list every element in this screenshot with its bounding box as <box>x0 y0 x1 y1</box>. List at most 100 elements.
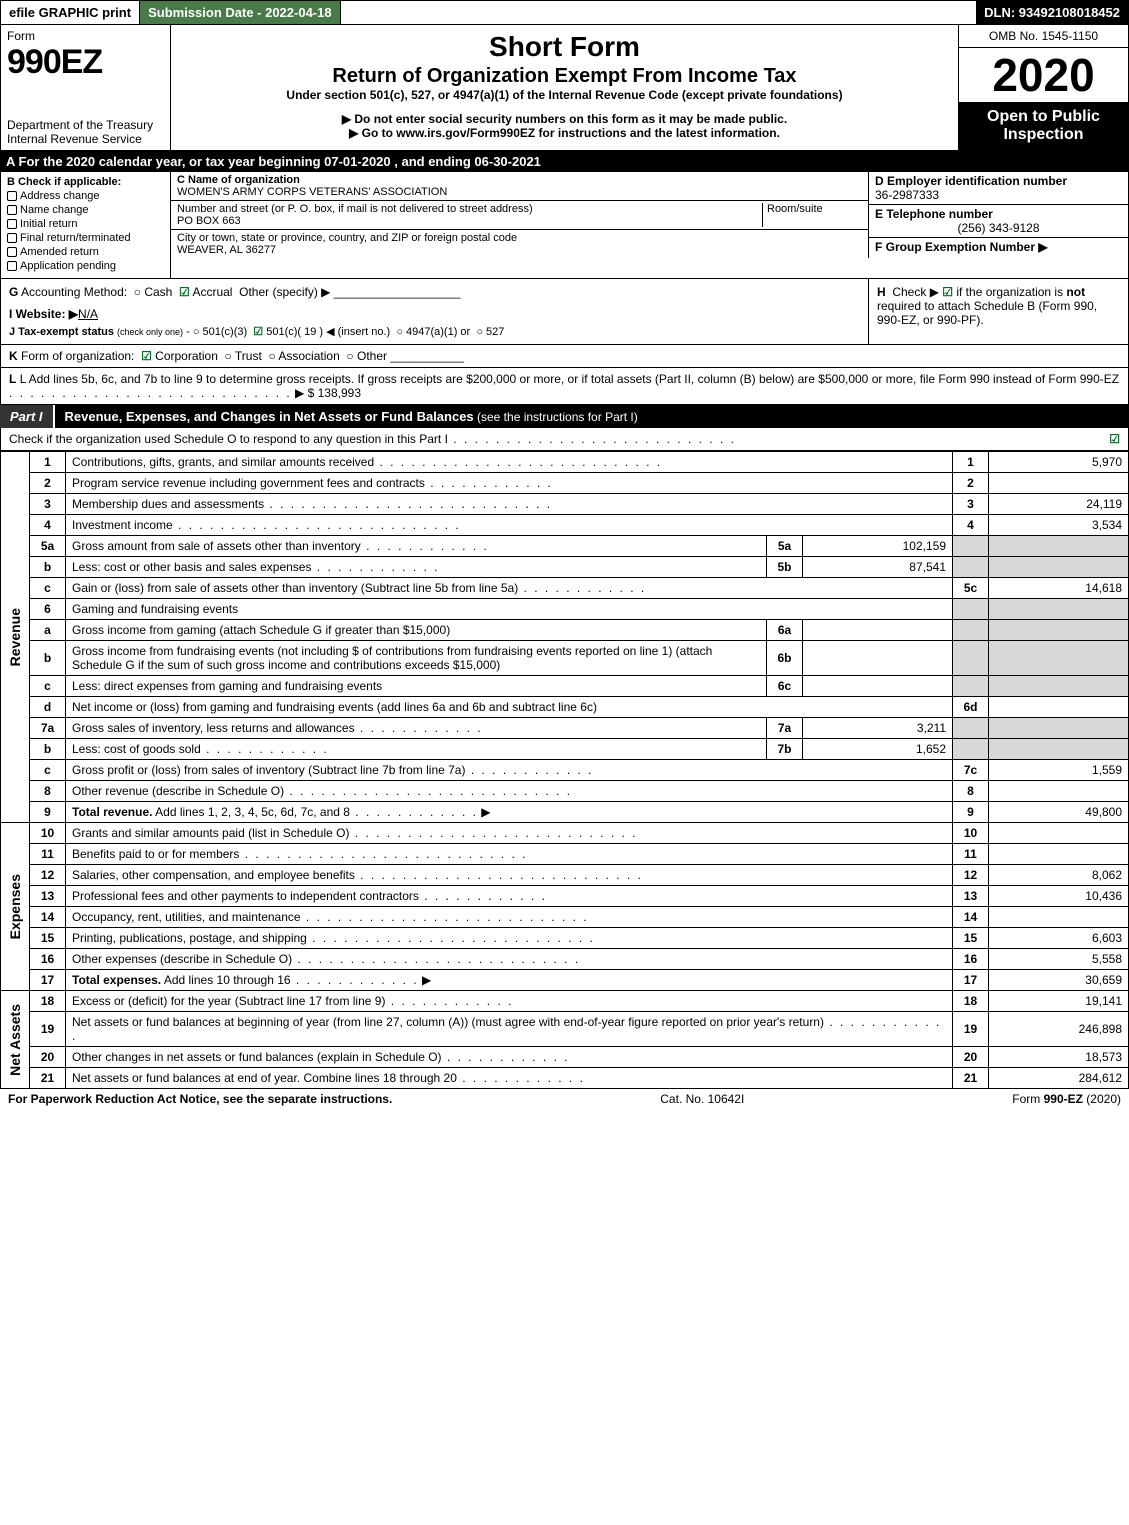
top-bar: efile GRAPHIC print Submission Date - 20… <box>0 0 1129 25</box>
ein-label: D Employer identification number <box>875 174 1122 188</box>
part-i-label: Part I <box>0 405 55 428</box>
ein-value: 36-2987333 <box>875 188 1122 202</box>
line-21: 21Net assets or fund balances at end of … <box>1 1068 1129 1089</box>
chk-address-change[interactable]: Address change <box>7 190 164 202</box>
netassets-label: Net Assets <box>7 1004 23 1076</box>
line-20-val: 18,573 <box>989 1047 1129 1068</box>
revenue-label: Revenue <box>7 608 23 666</box>
b-label: B Check if applicable: <box>7 176 164 188</box>
line-14: 14Occupancy, rent, utilities, and mainte… <box>1 907 1129 928</box>
street-label: Number and street (or P. O. box, if mail… <box>177 203 762 215</box>
line-1-val: 5,970 <box>989 452 1129 473</box>
expenses-label: Expenses <box>7 874 23 939</box>
col-cd: C Name of organization WOMEN'S ARMY CORP… <box>171 172 1128 278</box>
chk-final-return[interactable]: Final return/terminated <box>7 232 164 244</box>
phone-value: (256) 343-9128 <box>875 221 1122 235</box>
line-7c-val: 1,559 <box>989 760 1129 781</box>
header-right: OMB No. 1545-1150 2020 Open to Public In… <box>958 25 1128 150</box>
chk-name-change[interactable]: Name change <box>7 204 164 216</box>
line-17: 17Total expenses. Add lines 10 through 1… <box>1 970 1129 991</box>
header-mid: Short Form Return of Organization Exempt… <box>171 25 958 150</box>
line-5b-val: 87,541 <box>803 557 953 578</box>
form-title: Short Form <box>181 31 948 63</box>
header-left: Form 990EZ Department of the Treasury In… <box>1 25 171 150</box>
org-name: WOMEN'S ARMY CORPS VETERANS' ASSOCIATION <box>177 186 862 198</box>
line-2: 2Program service revenue including gover… <box>1 473 1129 494</box>
section-l: L L Add lines 5b, 6c, and 7b to line 9 t… <box>0 368 1129 405</box>
form-number: 990EZ <box>7 43 164 82</box>
no-ssn-note: ▶ Do not enter social security numbers o… <box>181 112 948 126</box>
room-suite-label: Room/suite <box>762 203 862 227</box>
row-bcd: B Check if applicable: Address change Na… <box>0 172 1129 279</box>
line-9: 9Total revenue. Total revenue. Add lines… <box>1 802 1129 823</box>
line-11: 11Benefits paid to or for members 11 <box>1 844 1129 865</box>
line-17-val: 30,659 <box>989 970 1129 991</box>
line-16-val: 5,558 <box>989 949 1129 970</box>
line-6b: bGross income from fundraising events (n… <box>1 641 1129 676</box>
line-3: 3Membership dues and assessments 324,119 <box>1 494 1129 515</box>
section-c: C Name of organization WOMEN'S ARMY CORP… <box>171 172 868 258</box>
line-5b: bLess: cost or other basis and sales exp… <box>1 557 1129 578</box>
line-4-val: 3,534 <box>989 515 1129 536</box>
line-7b-val: 1,652 <box>803 739 953 760</box>
footer-catno: Cat. No. 10642I <box>660 1092 744 1106</box>
line-19-val: 246,898 <box>989 1012 1129 1047</box>
line-12-val: 8,062 <box>989 865 1129 886</box>
line-4: 4Investment income 43,534 <box>1 515 1129 536</box>
org-city: WEAVER, AL 36277 <box>177 244 862 256</box>
omb-number: OMB No. 1545-1150 <box>959 25 1128 48</box>
line-5a: 5aGross amount from sale of assets other… <box>1 536 1129 557</box>
submission-date: Submission Date - 2022-04-18 <box>140 1 341 24</box>
chk-application-pending[interactable]: Application pending <box>7 260 164 272</box>
c-name-label: C Name of organization <box>177 174 862 186</box>
line-6d: dNet income or (loss) from gaming and fu… <box>1 697 1129 718</box>
line-15: 15Printing, publications, postage, and s… <box>1 928 1129 949</box>
line-18-val: 19,141 <box>989 991 1129 1012</box>
open-inspection: Open to Public Inspection <box>959 102 1128 150</box>
line-8: 8Other revenue (describe in Schedule O) … <box>1 781 1129 802</box>
footer-form-ref: Form 990-EZ (2020) <box>1012 1092 1121 1106</box>
line-13: 13Professional fees and other payments t… <box>1 886 1129 907</box>
chk-amended-return[interactable]: Amended return <box>7 246 164 258</box>
efile-label[interactable]: efile GRAPHIC print <box>1 1 140 24</box>
line-10: Expenses 10Grants and similar amounts pa… <box>1 823 1129 844</box>
group-exemption-label: F Group Exemption Number ▶ <box>875 240 1122 254</box>
website-value: N/A <box>78 307 98 321</box>
line-18: Net Assets 18Excess or (deficit) for the… <box>1 991 1129 1012</box>
line-7a-val: 3,211 <box>803 718 953 739</box>
line-6a: aGross income from gaming (attach Schedu… <box>1 620 1129 641</box>
tax-exempt-status: J Tax-exempt status (check only one) - ○… <box>9 325 860 338</box>
part-i-check: Check if the organization used Schedule … <box>0 428 1129 451</box>
section-g: G Accounting Method: ○ Cash ☑ Accrual Ot… <box>1 279 868 344</box>
line-6: 6Gaming and fundraising events <box>1 599 1129 620</box>
under-section: Under section 501(c), 527, or 4947(a)(1)… <box>181 88 948 102</box>
accounting-method: G Accounting Method: ○ Cash ☑ Accrual Ot… <box>9 285 860 299</box>
line-19: 19Net assets or fund balances at beginni… <box>1 1012 1129 1047</box>
line-16: 16Other expenses (describe in Schedule O… <box>1 949 1129 970</box>
line-6c: cLess: direct expenses from gaming and f… <box>1 676 1129 697</box>
form-header: Form 990EZ Department of the Treasury In… <box>0 25 1129 151</box>
line-12: 12Salaries, other compensation, and empl… <box>1 865 1129 886</box>
section-d: D Employer identification number 36-2987… <box>868 172 1128 258</box>
line-7b: bLess: cost of goods sold 7b1,652 <box>1 739 1129 760</box>
section-a-period: A For the 2020 calendar year, or tax yea… <box>0 151 1129 172</box>
row-gh: G Accounting Method: ○ Cash ☑ Accrual Ot… <box>0 279 1129 345</box>
chk-initial-return[interactable]: Initial return <box>7 218 164 230</box>
tax-year: 2020 <box>959 48 1128 102</box>
dln-label: DLN: 93492108018452 <box>976 1 1128 24</box>
line-7c: cGross profit or (loss) from sales of in… <box>1 760 1129 781</box>
line-9-val: 49,800 <box>989 802 1129 823</box>
phone-label: E Telephone number <box>875 207 1122 221</box>
line-21-val: 284,612 <box>989 1068 1129 1089</box>
form-subtitle: Return of Organization Exempt From Incom… <box>181 65 948 88</box>
section-h: H Check ▶ ☑ if the organization is not r… <box>868 279 1128 344</box>
department-label: Department of the Treasury Internal Reve… <box>7 118 164 146</box>
form-word: Form <box>7 29 164 43</box>
goto-link[interactable]: ▶ Go to www.irs.gov/Form990EZ for instru… <box>181 126 948 140</box>
part-i-title: Revenue, Expenses, and Changes in Net As… <box>55 405 648 428</box>
line-1: Revenue 1 Contributions, gifts, grants, … <box>1 452 1129 473</box>
footer-left: For Paperwork Reduction Act Notice, see … <box>8 1092 392 1106</box>
line-7a: 7aGross sales of inventory, less returns… <box>1 718 1129 739</box>
gross-receipts: ▶ $ 138,993 <box>295 386 361 400</box>
city-label: City or town, state or province, country… <box>177 232 862 244</box>
